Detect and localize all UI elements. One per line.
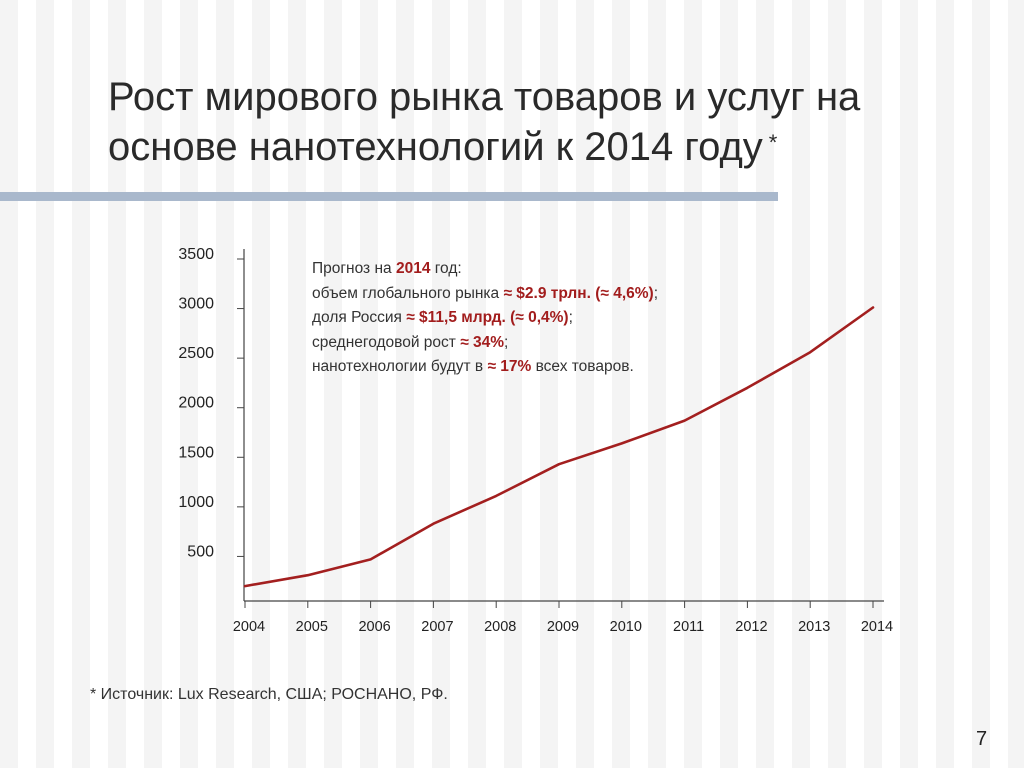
annotation-l4-post: ;	[504, 333, 509, 351]
data-point	[244, 585, 246, 587]
annotation-line-2: объем глобального рынка ≈ $2.9 трлн. (≈ …	[312, 282, 772, 307]
data-point	[307, 574, 309, 577]
annotation-line-3: доля Россия ≈ $11,5 млрд. (≈ 0,4%);	[312, 306, 772, 331]
x-tick-label: 2011	[673, 619, 704, 635]
annotation-line-5: нанотехнологии будут в ≈ 17% всех товаро…	[312, 355, 772, 380]
annotation-l4-value: ≈ 34%	[460, 333, 505, 351]
annotation-l4-pre: среднегодовой рост	[312, 333, 461, 351]
annotation-l1-pre: Прогноз на	[312, 260, 396, 277]
y-tick-label: 3000	[178, 296, 214, 313]
x-tick-label: 2006	[358, 619, 390, 635]
data-point	[872, 306, 874, 309]
x-tick-label: 2009	[547, 619, 579, 635]
data-point	[432, 522, 435, 525]
x-tick-label: 2013	[798, 619, 830, 635]
title-line-2: основе нанотехнологий к 2014 году *	[108, 122, 928, 172]
title-line-2-text: основе нанотехнологий к 2014 году	[108, 125, 763, 169]
y-tick-label: 1500	[178, 444, 214, 461]
page-number: 7	[976, 728, 988, 750]
x-tick-label: 2012	[735, 619, 767, 635]
y-tick-label: 3500	[178, 246, 214, 263]
x-tick-label: 2007	[421, 619, 453, 635]
title-underline-bar	[0, 192, 778, 201]
data-point	[558, 463, 560, 465]
x-tick-label: 2014	[861, 619, 893, 635]
x-tick-label: 2005	[296, 619, 328, 635]
annotation-l2-post: ;	[653, 284, 659, 302]
annotation-l2-pre: объем глобального рынка	[312, 284, 504, 302]
annotation-l2-value: ≈ $2.9 трлн. (≈ 4,6%)	[503, 284, 654, 302]
annotation-line-4: среднегодовой рост ≈ 34%;	[312, 331, 772, 356]
data-point	[809, 351, 811, 353]
y-tick-label: 500	[187, 543, 214, 560]
data-point	[746, 387, 749, 389]
annotation-l1-post: год:	[430, 260, 462, 277]
data-point	[369, 558, 372, 561]
title-asterisk: *	[768, 130, 778, 155]
annotation-l5-pre: нанотехнологии будут в	[312, 358, 488, 375]
y-tick-label: 2500	[178, 345, 214, 362]
source-note: * Источник: Lux Research, США; РОСНАНО, …	[90, 686, 448, 703]
y-tick-label: 1000	[178, 494, 214, 511]
x-tick-label: 2010	[610, 619, 642, 635]
annotation-l3-pre: доля Россия	[312, 309, 407, 326]
x-tick-label: 2004	[233, 619, 265, 635]
data-point	[683, 419, 686, 422]
annotation-l1-year: 2014	[395, 260, 431, 277]
annotation-l3-value: ≈ $11,5 млрд. (≈ 0,4%)	[406, 309, 569, 326]
data-point	[495, 495, 498, 497]
y-tick-label: 2000	[178, 395, 214, 412]
data-point	[621, 442, 623, 445]
slide-title: Рост мирового рынка товаров и услуг на о…	[108, 72, 928, 172]
annotation-line-1: Прогноз на 2014 год:	[312, 257, 772, 282]
forecast-annotation: Прогноз на 2014 год: объем глобального р…	[312, 257, 772, 380]
x-tick-label: 2008	[484, 619, 516, 635]
annotation-l5-post: всех товаров.	[531, 358, 634, 375]
title-line-1: Рост мирового рынка товаров и услуг на	[108, 75, 861, 119]
annotation-l3-post: ;	[568, 309, 573, 326]
annotation-l5-value: ≈ 17%	[487, 358, 532, 375]
